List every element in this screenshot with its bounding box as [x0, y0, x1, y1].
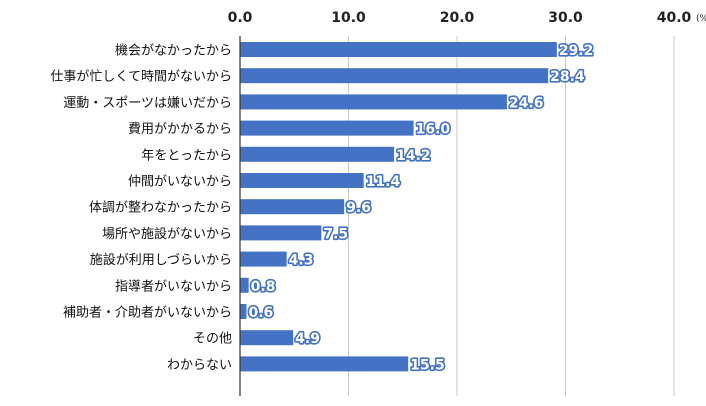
x-tick-label: 20.0 — [440, 10, 475, 26]
category-label: 運動・スポーツは嫌いだから — [63, 96, 232, 111]
bar — [240, 94, 507, 110]
category-label: わからない — [167, 358, 232, 373]
value-label: 4.9 — [295, 331, 320, 347]
category-label: 補助者・介助者がいないから — [63, 306, 232, 321]
category-label: 指導者がいないから — [115, 279, 232, 294]
value-label: 4.3 — [289, 253, 314, 269]
bar — [240, 330, 294, 346]
bar — [240, 146, 395, 162]
value-label: 28.4 — [550, 69, 585, 85]
bar — [240, 173, 364, 188]
x-tick-label: 0.0 — [228, 10, 253, 26]
gridlines — [348, 36, 675, 396]
bar — [240, 120, 414, 136]
axis-unit-label: (%) — [696, 14, 706, 24]
x-tick-label: 40.0 — [657, 10, 692, 26]
bar — [240, 356, 409, 372]
bar — [240, 199, 345, 215]
bar — [240, 42, 557, 57]
value-label: 24.6 — [509, 95, 544, 111]
bar — [240, 225, 322, 241]
bar — [240, 304, 247, 319]
category-labels: 機会がなかったから仕事が忙しくて時間がないから運動・スポーツは嫌いだから費用がか… — [50, 44, 232, 373]
category-label: 費用がかかるから — [128, 122, 232, 137]
category-label: 仕事が忙しくて時間がないから — [50, 70, 232, 85]
bar — [240, 68, 549, 84]
value-label: 7.5 — [323, 226, 348, 242]
bar — [240, 251, 287, 267]
value-label: 16.0 — [416, 122, 451, 138]
value-label: 29.2 — [559, 43, 594, 59]
category-label: その他 — [193, 332, 232, 347]
bar — [240, 277, 249, 293]
value-label: 14.2 — [396, 148, 431, 164]
value-label: 11.4 — [366, 174, 401, 190]
category-label: 施設が利用しづらいから — [90, 252, 232, 268]
value-labels: 29.2 28.4 24.6 16.0 14.2 11.4 9.6 7.5 4.3 0.8 0.6 4… — [247, 41, 595, 375]
value-label: 15.5 — [410, 357, 445, 373]
value-label: 0.6 — [249, 305, 274, 321]
x-axis-ticks: 0.0 10.0 20.0 30.0 40.0 — [228, 10, 692, 26]
value-label: 0.8 — [251, 279, 276, 295]
category-label: 体調が整わなかったから — [89, 201, 232, 216]
value-label: 9.6 — [346, 200, 371, 216]
x-tick-label: 10.0 — [331, 10, 366, 26]
category-label: 年をとったから — [141, 148, 232, 163]
category-label: 場所や施設がないから — [102, 226, 232, 242]
category-label: 機会がなかったから — [115, 44, 232, 59]
x-tick-label: 30.0 — [548, 10, 583, 26]
bars — [240, 42, 557, 372]
category-label: 仲間がいないから — [128, 175, 232, 190]
